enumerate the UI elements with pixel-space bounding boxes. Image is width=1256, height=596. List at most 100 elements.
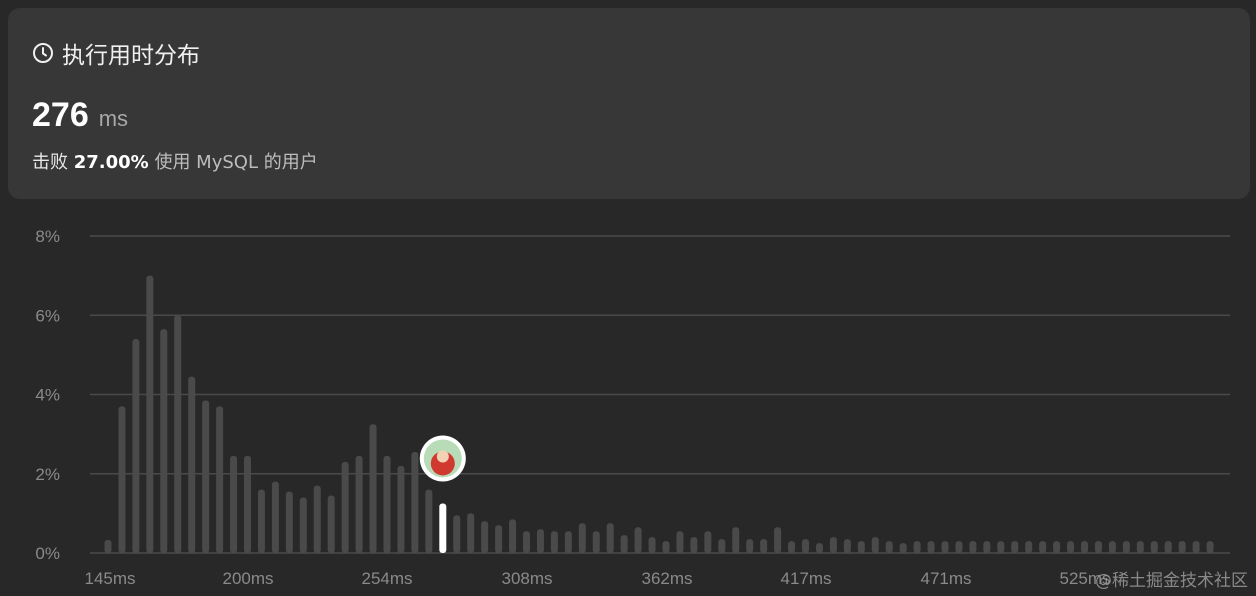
bar — [746, 539, 754, 553]
bar — [481, 521, 489, 553]
bar — [1150, 541, 1158, 553]
bar — [788, 541, 796, 553]
bar — [104, 539, 112, 553]
bar — [732, 527, 740, 553]
bar — [606, 523, 614, 553]
bar — [230, 455, 238, 553]
y-tick-label: 6% — [35, 306, 60, 325]
bar — [1122, 541, 1130, 553]
title-text: 执行用时分布 — [62, 43, 200, 69]
bar — [313, 485, 321, 553]
x-tick-label: 362ms — [641, 569, 692, 588]
bar — [983, 541, 991, 553]
clock-icon — [33, 43, 53, 63]
bar — [774, 527, 782, 553]
x-tick-label: 254ms — [361, 569, 412, 588]
bar — [1164, 541, 1172, 553]
bar — [1011, 541, 1019, 553]
y-tick-label: 8% — [35, 227, 60, 246]
beat-prefix: 击败 — [32, 152, 68, 173]
bar — [564, 531, 572, 553]
bar — [523, 531, 530, 553]
bar — [118, 406, 126, 553]
bar — [509, 519, 517, 553]
bar — [969, 541, 977, 553]
bar — [927, 541, 935, 553]
bar — [1039, 541, 1047, 553]
beat-suffix: 使用 MySQL 的用户 — [154, 152, 318, 173]
card-title: 执行用时分布 — [32, 36, 200, 70]
bar — [620, 535, 628, 553]
bar — [467, 513, 475, 553]
x-tick-label: 145ms — [84, 569, 135, 588]
bar — [495, 525, 503, 553]
bar — [1136, 541, 1144, 553]
x-tick-label: 525ms — [1059, 569, 1110, 588]
bar — [1178, 541, 1186, 553]
bar — [871, 537, 879, 553]
bar — [913, 541, 921, 553]
runtime-summary-card — [8, 8, 1250, 199]
bar — [257, 489, 265, 553]
bar — [815, 543, 823, 553]
bar — [202, 400, 210, 553]
bar — [271, 481, 279, 553]
bar — [244, 455, 251, 553]
bar — [425, 489, 433, 553]
bar — [1025, 541, 1033, 553]
bar — [857, 541, 865, 553]
bar — [899, 543, 907, 553]
runtime-value: 276 ms — [32, 96, 128, 135]
bar — [829, 537, 837, 553]
bar — [327, 495, 335, 553]
bar — [1053, 541, 1061, 553]
bar — [634, 527, 642, 553]
watermark: @稀土掘金技术社区 — [1095, 571, 1248, 591]
bar — [676, 531, 684, 553]
bar — [383, 455, 391, 553]
bar — [955, 541, 963, 553]
bar — [174, 315, 182, 553]
bar — [997, 541, 1005, 553]
bar — [397, 465, 405, 553]
bar — [718, 539, 726, 553]
bar — [188, 376, 196, 553]
bar — [690, 537, 698, 553]
runtime-number: 276 — [32, 96, 89, 134]
x-tick-label: 471ms — [920, 569, 971, 588]
bar — [411, 451, 419, 553]
bar — [760, 539, 768, 553]
x-tick-label: 417ms — [780, 569, 831, 588]
bar — [216, 406, 224, 553]
bar — [132, 339, 140, 553]
bar — [843, 539, 851, 553]
avatar-face — [436, 450, 449, 463]
bar — [592, 531, 600, 553]
bar — [885, 541, 893, 553]
bar — [941, 541, 949, 553]
bar — [1067, 541, 1075, 553]
bar — [550, 531, 558, 553]
bar — [285, 491, 293, 553]
bar — [355, 455, 363, 553]
y-tick-label: 0% — [35, 544, 60, 563]
bar — [1206, 541, 1214, 553]
bar — [299, 497, 307, 553]
bar — [704, 531, 712, 553]
bar — [802, 539, 809, 553]
bar — [662, 541, 670, 553]
bar — [341, 461, 349, 553]
y-tick-label: 4% — [35, 386, 60, 405]
bar — [453, 515, 461, 553]
bar — [578, 523, 586, 553]
beat-percent: 27.00% — [73, 152, 149, 173]
x-tick-label: 308ms — [501, 569, 552, 588]
bar — [146, 275, 154, 553]
beat-text: 击败 27.00% 使用 MySQL 的用户 — [32, 148, 318, 174]
bar — [160, 329, 168, 553]
bar — [369, 424, 377, 553]
bar — [1108, 541, 1116, 553]
runtime-unit: ms — [98, 106, 129, 131]
avatar-figure — [430, 451, 455, 476]
